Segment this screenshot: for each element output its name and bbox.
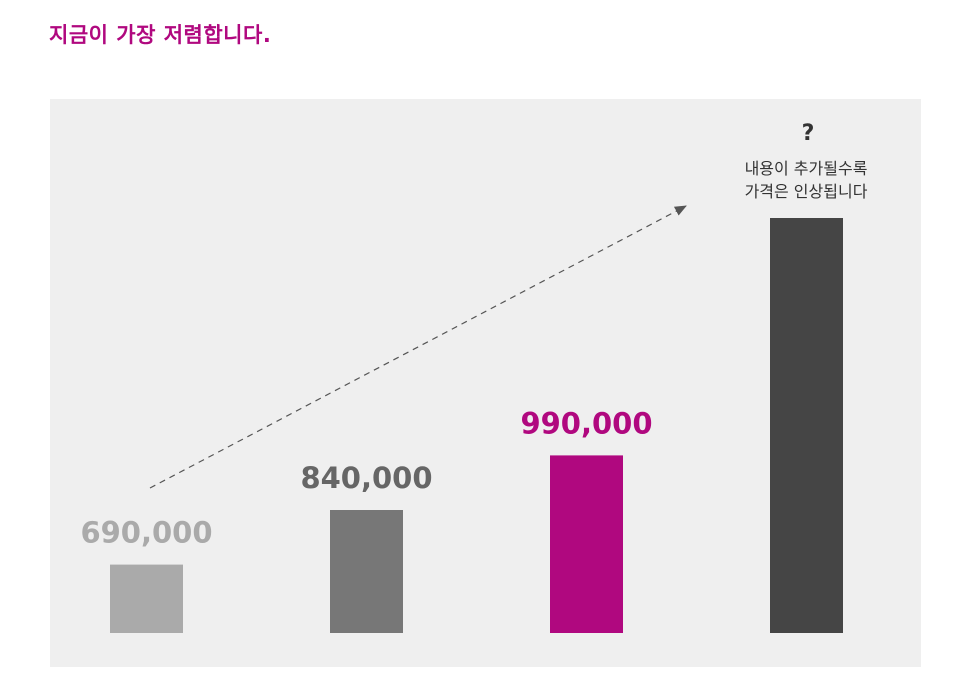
bar-value-label-2: 840,000	[300, 461, 432, 495]
note-line-2: 가격은 인상됩니다	[745, 182, 868, 201]
price-increase-note: ? 내용이 추가될수록 가격은 인상됩니다	[745, 121, 868, 201]
bar-value-label-1: 690,000	[80, 516, 212, 550]
question-mark: ?	[802, 121, 815, 146]
page-headline: 지금이 가장 저렴합니다.	[49, 23, 272, 47]
bar-4	[770, 218, 843, 633]
bar-1	[110, 564, 183, 633]
bar-2	[330, 510, 403, 633]
bar-value-label-3: 990,000	[520, 406, 652, 440]
trend-arrow	[149, 205, 687, 489]
note-line-1: 내용이 추가될수록	[745, 159, 868, 178]
bar-3	[550, 455, 623, 633]
